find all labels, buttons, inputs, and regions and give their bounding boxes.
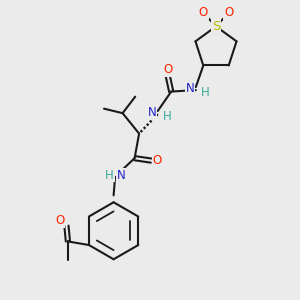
Text: O: O xyxy=(55,214,64,227)
Text: H: H xyxy=(163,110,172,123)
Text: N: N xyxy=(148,106,157,119)
Text: O: O xyxy=(163,63,172,76)
Text: H: H xyxy=(201,86,210,99)
Text: N: N xyxy=(186,82,195,95)
Text: O: O xyxy=(199,6,208,20)
Text: O: O xyxy=(152,154,162,167)
Text: N: N xyxy=(117,169,125,182)
Text: O: O xyxy=(224,6,233,20)
Text: H: H xyxy=(105,169,114,182)
Text: S: S xyxy=(212,20,220,33)
